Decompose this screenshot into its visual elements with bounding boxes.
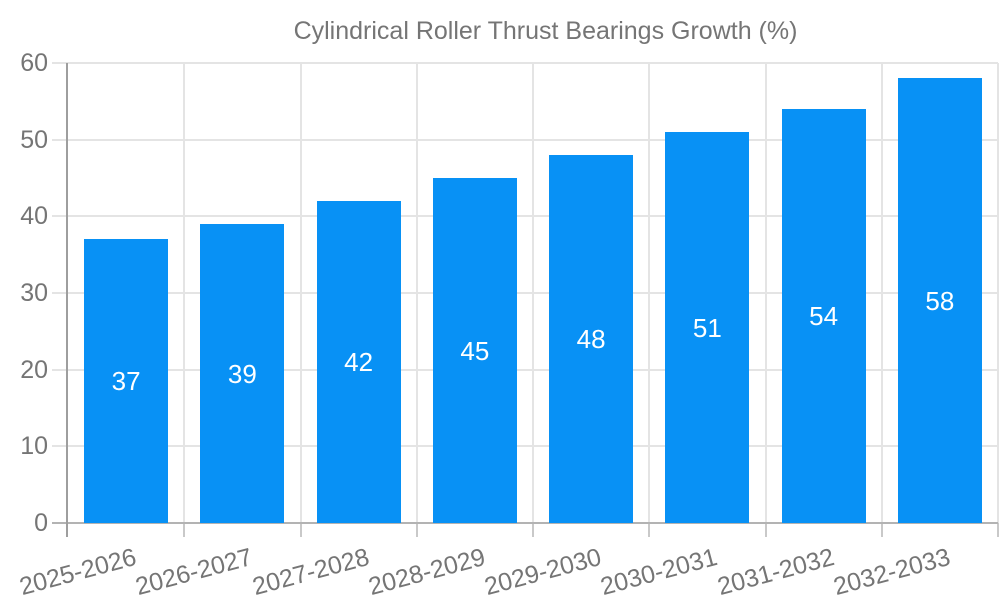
bar-value-label: 45	[460, 335, 490, 366]
legend-label: Cylindrical Roller Thrust Bearings Growt…	[293, 17, 798, 45]
gridline-horizontal	[52, 215, 998, 218]
gridline-vertical	[415, 63, 418, 523]
gridline-vertical	[183, 63, 186, 523]
bar-value-label: 58	[925, 285, 955, 316]
x-axis-tick	[183, 523, 186, 537]
gridline-horizontal	[52, 368, 998, 371]
legend: Cylindrical Roller Thrust Bearings Growt…	[0, 17, 1000, 46]
bar[interactable]	[200, 224, 285, 523]
gridline-vertical	[532, 63, 534, 523]
x-axis-tick	[532, 523, 534, 537]
y-axis-tick-label: 0	[34, 509, 48, 537]
bar-value-label: 48	[576, 324, 606, 354]
bar[interactable]	[665, 132, 750, 523]
gridline-horizontal	[52, 292, 998, 294]
gridline-vertical	[648, 63, 651, 523]
gridline-vertical	[764, 63, 767, 523]
gridline-horizontal	[52, 445, 998, 448]
gridline-horizontal	[52, 138, 998, 141]
bar-value-label: 37	[111, 366, 141, 397]
bar-value-label: 42	[344, 347, 374, 377]
x-axis-tick	[997, 523, 999, 537]
y-axis-tick-label: 10	[20, 432, 48, 461]
gridline-horizontal	[52, 62, 998, 64]
x-axis-tick	[880, 523, 883, 537]
legend-item[interactable]: Cylindrical Roller Thrust Bearings Growt…	[203, 17, 798, 46]
bar-value-label: 54	[809, 301, 839, 331]
bar[interactable]	[84, 239, 169, 523]
bar[interactable]	[781, 109, 866, 523]
x-axis-tick	[415, 523, 418, 537]
gridline-vertical	[997, 63, 999, 523]
y-axis-tick-label: 20	[20, 355, 48, 384]
bar[interactable]	[432, 178, 517, 523]
y-axis-tick-label: 40	[20, 202, 48, 231]
bar[interactable]	[549, 155, 634, 523]
legend-swatch-icon	[203, 21, 283, 43]
gridline-vertical	[880, 63, 883, 523]
x-axis-tick	[299, 523, 302, 537]
bar-value-label: 39	[227, 358, 257, 389]
y-axis-tick-label: 50	[20, 125, 48, 154]
y-axis-line	[66, 63, 68, 537]
x-axis-line	[52, 522, 998, 524]
bar-value-label: 51	[692, 312, 722, 343]
plot-area: 37 39 42 45 48 51 54 58	[52, 62, 999, 537]
x-axis-tick	[764, 523, 767, 537]
x-axis-tick	[648, 523, 651, 537]
bar[interactable]	[897, 78, 982, 523]
bar[interactable]	[316, 201, 401, 523]
gridline-vertical	[299, 63, 302, 523]
y-axis-tick-label: 60	[20, 49, 48, 77]
y-axis-tick-label: 30	[20, 279, 48, 307]
